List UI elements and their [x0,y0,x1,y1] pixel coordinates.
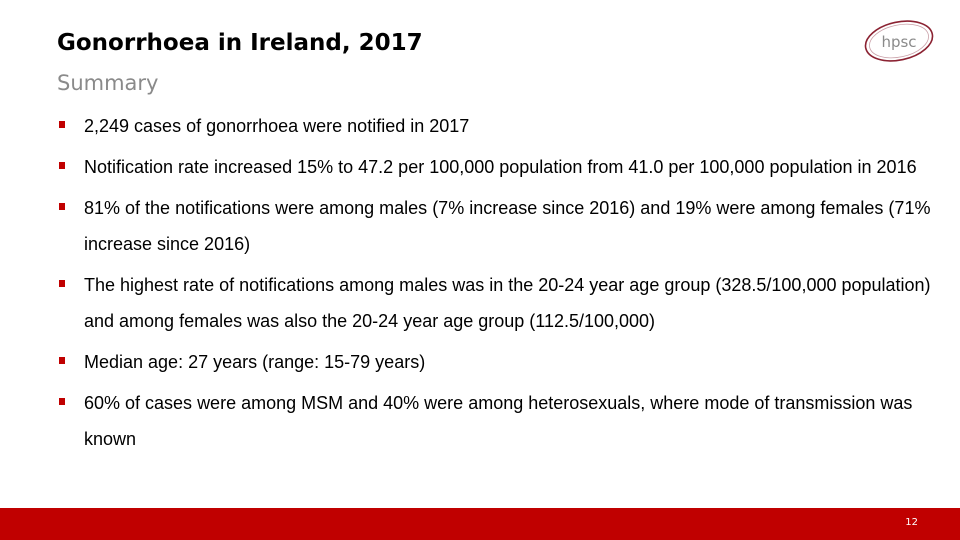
square-bullet-icon [59,398,65,405]
page-number: 12 [905,517,918,528]
list-item: 81% of the notifications were among male… [57,190,937,262]
list-item: 60% of cases were among MSM and 40% were… [57,385,937,457]
bullet-text: 81% of the notifications were among male… [84,198,931,254]
square-bullet-icon [59,203,65,210]
bullet-text: 2,249 cases of gonorrhoea were notified … [84,116,470,136]
list-item: The highest rate of notifications among … [57,267,937,339]
logo-text: hpsc [881,33,916,51]
list-item: Median age: 27 years (range: 15-79 years… [57,344,937,380]
list-item: 2,249 cases of gonorrhoea were notified … [57,108,937,144]
square-bullet-icon [59,121,65,128]
square-bullet-icon [59,162,65,169]
footer-bar: 12 [0,508,960,540]
slide-title: Gonorrhoea in Ireland, 2017 [57,30,423,56]
bullet-text: Notification rate increased 15% to 47.2 … [84,157,917,177]
summary-list: 2,249 cases of gonorrhoea were notified … [57,108,937,462]
square-bullet-icon [59,357,65,364]
hpsc-logo: hpsc [864,20,934,62]
bullet-text: 60% of cases were among MSM and 40% were… [84,393,913,449]
slide-subtitle: Summary [57,71,159,95]
bullet-text: Median age: 27 years (range: 15-79 years… [84,352,426,372]
bullet-text: The highest rate of notifications among … [84,275,931,331]
list-item: Notification rate increased 15% to 47.2 … [57,149,937,185]
square-bullet-icon [59,280,65,287]
